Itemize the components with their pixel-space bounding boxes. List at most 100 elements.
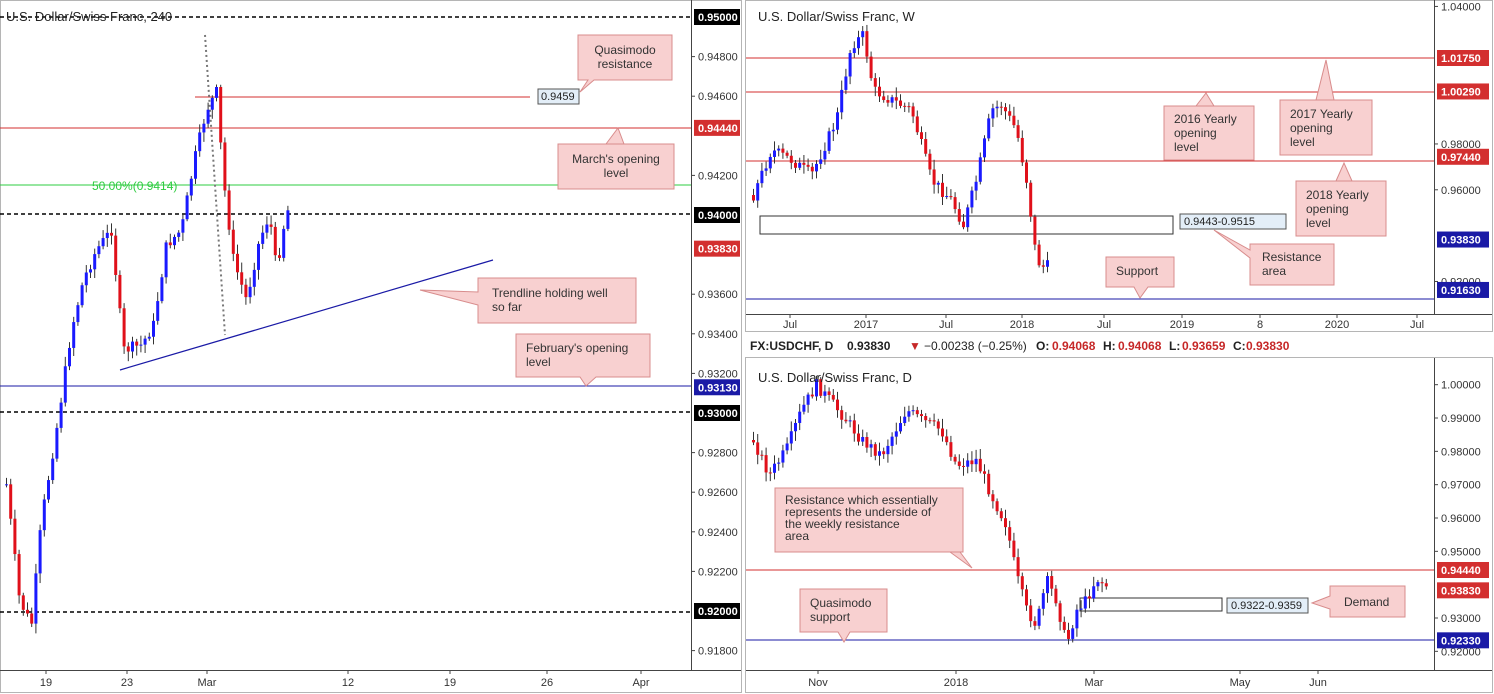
candle-body-p0-11	[51, 458, 55, 481]
candle-body-p0-21	[93, 254, 97, 270]
p0-ytick-label-8: 0.92400	[698, 527, 738, 539]
candle-body-p0-63	[269, 224, 273, 227]
candle-body-p0-31	[135, 341, 139, 346]
candle-body-p1-65	[1025, 162, 1028, 183]
candle-body-p1-3	[764, 168, 768, 171]
candle-body-p0-59	[252, 269, 256, 287]
ann-2018-l1: 2018 Yearly	[1306, 188, 1369, 202]
candle-body-p0-67	[286, 210, 290, 229]
candle-body-p0-41	[177, 232, 181, 237]
candle-body-p2-58	[995, 501, 999, 512]
p0-xtick-label-6: Apr	[632, 677, 649, 689]
candle-body-p0-19	[84, 272, 88, 286]
candle-body-p1-26	[861, 31, 865, 38]
candle-body-p1-63	[1016, 125, 1020, 138]
p1-callout-trendline	[419, 277, 637, 324]
candle-body-p1-54	[978, 157, 982, 182]
ohlc-symbol: FX:USDCHF, D	[750, 339, 834, 353]
candle-body-p2-51	[966, 460, 970, 467]
candle-body-p1-10	[794, 162, 797, 168]
candle-body-p2-76	[1071, 628, 1075, 639]
ohlc-high: 0.94068	[1118, 339, 1162, 353]
candle-body-p2-33	[890, 436, 894, 446]
candle-body-p0-6	[30, 613, 34, 624]
candle-body-p1-32	[886, 100, 890, 103]
candle-body-p0-39	[168, 242, 172, 246]
ann-2017-l1: 2017 Yearly	[1290, 107, 1353, 121]
candle-body-p2-71	[1050, 576, 1054, 589]
candle-body-p2-35	[899, 423, 902, 432]
candle-body-p1-61	[1008, 111, 1012, 116]
ohlc-bar: FX:USDCHF, D 0.93830 ▼ −0.00238 (−0.25%)…	[750, 339, 1290, 353]
candle-body-p0-15	[68, 347, 71, 367]
ann-trendline-l1: Trendline holding well	[492, 286, 608, 300]
candle-body-p1-70	[1046, 260, 1049, 267]
p2-ytick-label-6: 0.93000	[1441, 613, 1481, 625]
candle-body-p1-17	[823, 150, 827, 160]
candle-body-p1-55	[983, 138, 986, 158]
p2-callout-2017-text: 2017 Yearly opening level	[1290, 107, 1353, 149]
candle-body-p0-29	[126, 346, 130, 352]
candle-body-p1-47	[949, 196, 953, 198]
p1-xtick-label-3: 2018	[1010, 319, 1034, 331]
p2-xtick-label-1: 2018	[944, 677, 968, 689]
candle-body-p0-12	[55, 427, 59, 459]
ann-p3res-l4: area	[785, 529, 809, 543]
p0-xtick-label-1: 23	[121, 677, 133, 689]
ann-quasimodo-l1: Quasimodo	[594, 43, 656, 57]
ann-2017-l2: opening	[1290, 121, 1333, 135]
candle-body-p2-45	[941, 428, 944, 437]
p2-xtick-label-3: May	[1230, 677, 1251, 689]
p0-level-tag-bg-6	[694, 603, 740, 619]
candle-body-p0-7	[34, 573, 38, 624]
candle-body-p0-43	[185, 195, 189, 220]
candle-body-p2-65	[1025, 589, 1028, 606]
candle-body-p2-79	[1083, 596, 1087, 609]
candle-body-p0-50	[215, 86, 218, 98]
candle-body-p1-40	[920, 132, 923, 140]
ohlc-h-label: H:	[1103, 339, 1116, 353]
candle-body-p0-47	[202, 123, 206, 133]
p1-level-tag-bg-1	[1437, 83, 1489, 100]
candle-body-p2-32	[886, 445, 890, 455]
p1-xtick-label-7: 2020	[1325, 319, 1349, 331]
candle-body-p1-21	[840, 89, 844, 113]
p1-level-tag-0: 1.01750	[1441, 53, 1481, 65]
p3-title: U.S. Dollar/Swiss Franc, D	[758, 370, 912, 385]
candle-body-p2-27	[865, 437, 869, 448]
candle-body-p0-48	[206, 109, 210, 124]
p3-callout-quasimodo	[799, 588, 888, 643]
p1-level-tag-1: 1.00290	[1441, 86, 1481, 98]
p0-xtick-label-3: 12	[342, 677, 354, 689]
candle-body-p0-42	[181, 219, 185, 233]
candle-body-p2-39	[915, 410, 919, 415]
candle-body-p0-17	[76, 305, 80, 323]
p0-ytick-label-10: 0.91800	[698, 646, 738, 658]
candle-body-p1-24	[852, 48, 856, 54]
candle-body-p2-61	[1008, 527, 1012, 541]
ohlc-close: 0.93830	[1246, 339, 1290, 353]
candle-body-p1-39	[915, 116, 919, 133]
candle-body-p2-25	[857, 433, 860, 442]
candle-body-p2-36	[903, 416, 907, 424]
candle-body-p2-14	[810, 394, 814, 397]
ohlc-bar-bg	[745, 334, 1494, 356]
candle-body-p2-0	[752, 440, 755, 443]
candle-body-p2-56	[987, 473, 991, 495]
ann-2016-l3: level	[1174, 140, 1199, 154]
p0-level-tag-bg-3	[694, 240, 740, 257]
candle-body-p0-60	[257, 243, 260, 270]
p2-level-tag-bg-2	[1437, 632, 1489, 649]
candle-body-p2-31	[882, 451, 886, 455]
candle-body-p2-57	[991, 494, 995, 502]
ohlc-open: 0.94068	[1052, 339, 1096, 353]
candle-body-p2-17	[823, 391, 827, 396]
p1-level-tag-4: 0.91630	[1441, 285, 1481, 297]
candle-body-p2-7	[781, 450, 785, 463]
p2-zone-box-label: 0.9443-0.9515	[1184, 216, 1255, 228]
candle-body-p2-59	[999, 511, 1003, 519]
candle-body-p2-77	[1075, 609, 1079, 629]
candle-body-p0-14	[63, 366, 67, 403]
p0-ytick-label-4: 0.93400	[698, 329, 738, 341]
candle-body-p1-31	[882, 96, 886, 101]
